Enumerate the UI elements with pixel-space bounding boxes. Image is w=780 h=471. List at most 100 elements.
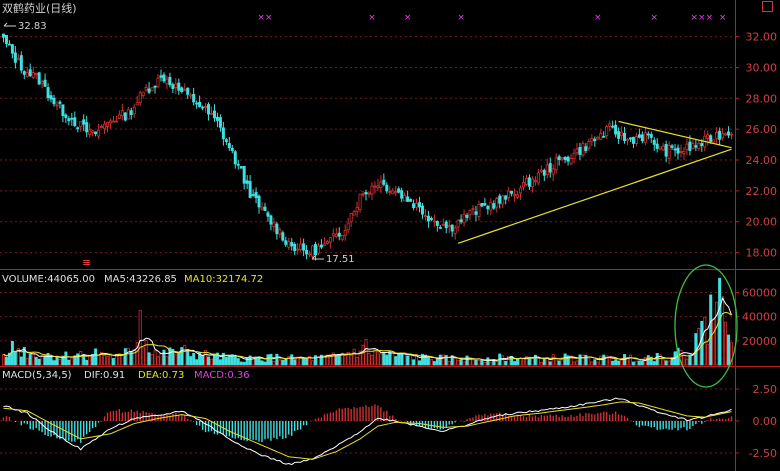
- candle-body: [563, 156, 567, 161]
- volume-bar: [343, 355, 347, 366]
- candle-body: [661, 145, 665, 151]
- candle: [278, 227, 282, 238]
- candle: [129, 107, 133, 120]
- candle: [447, 219, 451, 234]
- volume-bar: [403, 352, 407, 366]
- volume-bar: [1, 353, 5, 366]
- volume-bar: [40, 356, 44, 366]
- candle-body: [242, 165, 246, 184]
- close-box-icon[interactable]: [762, 1, 773, 12]
- candlesticks[interactable]: [1, 33, 734, 261]
- candle: [16, 53, 20, 61]
- price-axis-ticks: 32.00 30.00 28.00 26.00 24.00 22.00 20.00 18.00: [735, 31, 777, 260]
- candle: [519, 185, 523, 200]
- candle: [397, 186, 401, 194]
- candle: [367, 191, 371, 198]
- candle: [602, 131, 606, 138]
- candle: [388, 186, 392, 196]
- candle-body: [64, 114, 68, 118]
- candle-body: [623, 132, 627, 141]
- volume-bar: [667, 360, 671, 366]
- candle-body: [450, 224, 454, 232]
- volume-bar: [10, 340, 14, 366]
- price-tick-label: 26.00: [746, 123, 778, 136]
- volume-bar: [542, 357, 546, 366]
- volume-bar: [111, 358, 115, 366]
- candle: [617, 127, 621, 144]
- candle: [239, 165, 243, 169]
- volume-bar: [204, 349, 208, 366]
- candle: [557, 154, 561, 166]
- volume-bar: [637, 360, 641, 366]
- volume-bar: [331, 352, 335, 366]
- volume-bar: [239, 361, 243, 366]
- volume-bar: [236, 358, 240, 366]
- macd-dif-line: [3, 397, 732, 466]
- candle: [694, 139, 698, 152]
- candle-body: [617, 131, 621, 139]
- candle: [415, 198, 419, 211]
- candle-body: [337, 232, 341, 237]
- volume-bar: [643, 356, 647, 366]
- candle-body: [85, 122, 89, 133]
- volume-bar: [105, 356, 109, 366]
- volume-bar: [260, 360, 264, 366]
- macd-lines: [3, 397, 732, 466]
- volume-bar: [138, 310, 142, 366]
- volume-bar: [373, 348, 377, 366]
- volume-bar: [319, 354, 323, 366]
- volume-bar: [376, 351, 380, 366]
- candle: [70, 112, 74, 126]
- candle: [605, 124, 609, 139]
- volume-ma10-line: [3, 311, 732, 361]
- candle-body: [192, 94, 196, 103]
- candle: [608, 120, 612, 132]
- volume-bar: [631, 361, 635, 366]
- candle-body: [343, 230, 347, 236]
- candle: [114, 116, 118, 123]
- candle-body: [111, 120, 115, 123]
- candle: [281, 230, 285, 242]
- candle: [379, 175, 383, 194]
- volume-bar: [168, 347, 172, 366]
- volume-bar: [453, 357, 457, 366]
- candle-body: [718, 130, 722, 140]
- price-tick-label: 22.00: [746, 185, 778, 198]
- candle-body: [373, 185, 377, 188]
- candle: [165, 75, 169, 89]
- candle-body: [230, 147, 234, 152]
- candle: [682, 146, 686, 160]
- candle: [4, 35, 8, 48]
- candle: [691, 140, 695, 150]
- volume-bar: [551, 354, 555, 366]
- volume-bar: [64, 351, 68, 366]
- signal-marker: ××: [257, 13, 272, 23]
- volume-bar: [67, 359, 71, 366]
- candle-body: [542, 170, 546, 176]
- candle-body: [147, 88, 151, 93]
- candle-body: [34, 73, 38, 76]
- candle: [1, 33, 5, 43]
- candle-body: [367, 192, 371, 195]
- candle: [40, 79, 44, 89]
- volume-bar: [325, 354, 329, 366]
- volume-tick-label: 60000: [742, 287, 777, 300]
- candle: [554, 153, 558, 174]
- candle: [296, 242, 300, 255]
- volume-bar: [444, 355, 448, 366]
- volume-bar: [97, 355, 101, 366]
- candle: [52, 94, 56, 107]
- candle: [623, 126, 627, 144]
- candle: [730, 131, 734, 140]
- candle-body: [257, 195, 261, 208]
- candle: [308, 250, 312, 258]
- candle-body: [31, 72, 35, 78]
- volume-bar: [153, 350, 157, 366]
- volume-bar: [100, 351, 104, 366]
- volume-bar: [162, 349, 166, 366]
- candle-body: [325, 241, 329, 244]
- candle: [569, 154, 573, 166]
- candle: [450, 224, 454, 237]
- candle: [46, 83, 50, 102]
